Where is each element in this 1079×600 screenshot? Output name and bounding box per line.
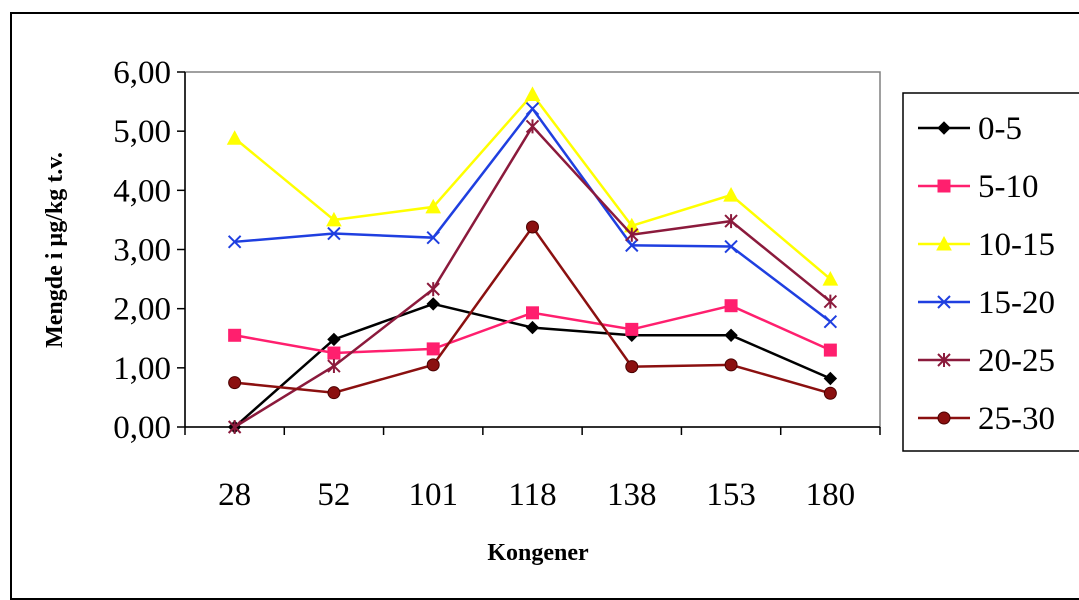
x-tick-label: 101 (408, 477, 458, 513)
data-point (525, 320, 540, 335)
data-point (625, 322, 639, 336)
data-point (228, 376, 242, 390)
x-tick-label: 138 (607, 477, 657, 513)
series-10-15 (226, 86, 839, 286)
data-point (724, 328, 738, 342)
series-25-30 (228, 220, 837, 400)
series-line (233, 124, 832, 429)
data-point (426, 230, 440, 245)
data-point (525, 119, 540, 134)
legend-marker (936, 235, 952, 251)
legend-item: 0-5 (918, 111, 1022, 147)
data-point (228, 328, 242, 342)
legend-box (902, 92, 1079, 452)
data-point (326, 211, 342, 227)
data-point (426, 297, 440, 311)
y-tick-label: 6,00 (113, 55, 171, 91)
legend-marker (937, 353, 951, 367)
data-point (327, 359, 341, 374)
series-line (234, 106, 832, 323)
data-point (724, 299, 738, 313)
x-tick-label: 28 (218, 477, 251, 513)
legend-label: 25-30 (978, 401, 1055, 437)
data-point (823, 294, 838, 309)
legend-marker (937, 411, 951, 425)
x-tick-label: 118 (508, 477, 556, 513)
data-point (227, 235, 242, 249)
x-tick-label: 180 (806, 477, 856, 513)
data-point (823, 343, 837, 357)
data-point (227, 420, 242, 434)
legend-label: 10-15 (978, 227, 1055, 263)
legend-item: 15-20 (918, 285, 1055, 321)
y-axis: 0,00 1,00 2,00 3,00 4,00 5,00 6,00 (113, 55, 186, 446)
x-axis: 28 52 101 118 138 153 180 (184, 426, 881, 513)
data-point (823, 386, 837, 400)
legend-marker (937, 121, 951, 135)
data-point (625, 227, 639, 242)
x-tick-label: 153 (706, 477, 756, 513)
y-tick-label: 0,00 (113, 410, 171, 446)
data-point (425, 198, 442, 214)
legend-label: 20-25 (978, 343, 1055, 379)
data-point (822, 271, 839, 286)
legend: 0-5 5-10 10-15 15-20 20-25 25-30 (902, 92, 1079, 452)
data-point (823, 371, 838, 386)
legend-label: 5-10 (978, 169, 1039, 205)
legend-marker (937, 179, 951, 193)
data-point (426, 358, 440, 372)
series-5-10 (228, 299, 837, 360)
data-point (526, 220, 539, 234)
x-axis-title: Kongener (487, 540, 589, 566)
legend-item: 10-15 (918, 227, 1055, 263)
data-point (625, 360, 639, 374)
y-tick-label: 4,00 (113, 173, 171, 209)
y-tick-label: 1,00 (113, 351, 171, 387)
legend-label: 15-20 (978, 285, 1055, 321)
legend-item: 25-30 (918, 401, 1055, 437)
data-point (525, 101, 540, 116)
data-point (823, 314, 838, 329)
data-point (526, 306, 539, 320)
data-point (724, 358, 738, 372)
data-point (724, 239, 738, 254)
series-20-25 (227, 119, 838, 434)
data-point (327, 226, 341, 241)
y-tick-label: 2,00 (113, 292, 171, 328)
y-axis-title: Mengde i µg/kg t.v. (42, 152, 68, 348)
series-15-20 (227, 101, 838, 329)
y-tick-label: 3,00 (113, 233, 171, 269)
data-point (327, 346, 341, 360)
legend-label: 0-5 (978, 111, 1022, 147)
y-tick-label: 5,00 (113, 114, 171, 150)
x-tick-label: 52 (317, 477, 350, 513)
data-point (327, 332, 341, 347)
data-point (524, 86, 541, 101)
legend-item: 20-25 (918, 343, 1055, 379)
data-point (724, 214, 738, 229)
data-point (426, 282, 440, 297)
series-group (226, 86, 839, 434)
data-point (625, 238, 639, 253)
data-point (226, 130, 243, 145)
data-point (327, 386, 341, 400)
legend-item: 5-10 (918, 169, 1039, 205)
data-point (723, 187, 739, 202)
data-point (426, 342, 440, 356)
legend-marker (937, 295, 951, 309)
